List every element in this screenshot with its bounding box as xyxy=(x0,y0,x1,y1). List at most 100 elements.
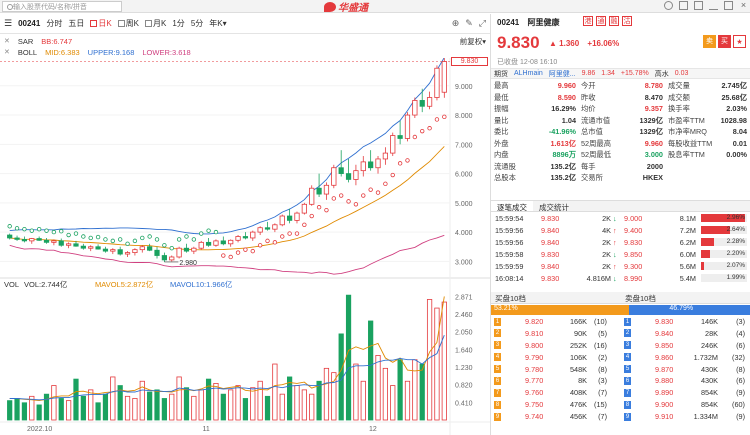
tab-monthly-k[interactable]: 月K xyxy=(145,18,166,29)
sar-dot xyxy=(213,229,219,235)
ask-count: (6) xyxy=(736,340,745,350)
stat-label: 振幅 xyxy=(494,104,509,113)
close-icon[interactable]: ✕ xyxy=(4,49,10,56)
ticker-premium: 0.03 xyxy=(674,70,689,77)
favorite-button[interactable]: ★ xyxy=(733,35,746,48)
futures-ticker[interactable]: 期货 ALHmain 阿里健... 9.86 1.34 +15.78% 高水 0… xyxy=(491,68,750,79)
checkbox-icon xyxy=(117,20,125,27)
candle-body xyxy=(331,167,337,186)
tab-1min[interactable]: 1分 xyxy=(172,19,185,28)
settings-icon[interactable] xyxy=(694,1,703,10)
stats-row: 流通股 135.2亿 每手 2000 xyxy=(491,162,750,174)
sar-dot xyxy=(36,226,42,232)
sar-dot xyxy=(199,231,204,236)
stat-value: 1329亿 xyxy=(639,115,663,125)
orderbook-row: 6 9.770 8K (3) 6 9.880 430K (6) xyxy=(491,375,750,387)
tab-five-day[interactable]: 五日 xyxy=(68,19,85,28)
close-icon[interactable]: ✕ xyxy=(4,38,10,45)
ask-price[interactable]: 9.900 xyxy=(655,400,674,410)
bid-price[interactable]: 9.780 xyxy=(525,364,544,374)
trade-price: 9.840 xyxy=(541,238,560,247)
bid-price[interactable]: 9.760 xyxy=(525,388,544,398)
tab-weekly-k[interactable]: 周K xyxy=(117,18,139,29)
market-status: 已收盘 12-08 16:10 xyxy=(497,59,558,66)
candle-body xyxy=(382,152,388,160)
tab-yearly-k[interactable]: 年K▾ xyxy=(209,19,227,28)
sar-dot xyxy=(140,235,145,241)
candle-body xyxy=(294,212,300,221)
stat-bar: 2.64% xyxy=(701,226,747,234)
maximize-icon[interactable] xyxy=(724,1,733,10)
trade-row: 15:59:59 9.840 2K ↑ 9.300 5.6M 2.07% xyxy=(491,261,750,273)
stat-value: 0.00% xyxy=(726,150,747,159)
ask-level: 1 xyxy=(624,317,631,326)
bid-price[interactable]: 9.790 xyxy=(525,352,544,362)
ask-price[interactable]: 9.880 xyxy=(655,376,674,386)
top-bar: 输入股票代码/名称/拼音 华盛通 × xyxy=(0,0,750,14)
candle-body xyxy=(242,236,249,239)
candle-body xyxy=(169,256,175,261)
close-icon[interactable]: × xyxy=(740,0,747,10)
candle-body xyxy=(102,248,109,252)
fullscreen-icon[interactable]: ⤢ xyxy=(478,18,486,28)
candle-body xyxy=(264,227,271,230)
bid-price[interactable]: 9.800 xyxy=(525,340,544,350)
bid-price[interactable]: 9.820 xyxy=(525,317,544,326)
tab-daily-k[interactable]: 日K xyxy=(90,18,112,29)
candle-body xyxy=(110,249,116,252)
bid-count: (10) xyxy=(594,317,607,326)
draw-icon[interactable]: ✎ xyxy=(465,18,473,28)
kline-chart[interactable]: 9.000 8.000 7.000 6.000 5.000 4.000 3.000 2.871… xyxy=(0,58,490,435)
minimize-icon[interactable] xyxy=(709,1,718,10)
volume-bar xyxy=(250,387,256,421)
candle-body xyxy=(73,243,79,247)
adjust-select[interactable]: 前复权▾ xyxy=(459,36,486,46)
sar-dot xyxy=(162,243,167,248)
tab-bids[interactable]: 买盘10档 xyxy=(495,294,526,303)
sar-dot xyxy=(184,234,189,239)
stat-label: 外盘 xyxy=(494,138,509,148)
stats-row: 量比 1.04 流通市值 1329亿 市盈率TTM 1028.98 xyxy=(491,116,750,128)
ask-price[interactable]: 9.860 xyxy=(655,352,674,362)
ask-price[interactable]: 9.910 xyxy=(655,412,674,422)
crosshair-icon[interactable]: ⊕ xyxy=(451,18,460,28)
sar-dot xyxy=(405,158,410,163)
tab-timeshare[interactable]: 分时 xyxy=(46,19,63,28)
tab-tick-trades[interactable]: 逐笔成交 xyxy=(491,201,533,212)
stock-header: 00241 阿里健康 xyxy=(497,17,559,28)
volume-bar xyxy=(88,389,94,421)
tab-5min[interactable]: 5分 xyxy=(190,19,204,28)
up-arrow-icon: ↑ xyxy=(613,226,617,235)
bid-price[interactable]: 9.810 xyxy=(525,328,544,338)
ask-price[interactable]: 9.870 xyxy=(655,364,674,374)
user-icon[interactable] xyxy=(664,1,673,10)
candle-body xyxy=(139,246,145,251)
stat-label: 每手 xyxy=(581,161,596,171)
ask-price[interactable]: 9.850 xyxy=(655,340,674,350)
message-icon[interactable] xyxy=(679,1,688,10)
ask-price[interactable]: 9.840 xyxy=(655,328,674,338)
bid-price[interactable]: 9.740 xyxy=(525,412,544,422)
mavol10-value: MAVOL10:1.966亿 xyxy=(170,279,233,289)
sell-button[interactable]: 卖 xyxy=(703,35,716,48)
buy-button[interactable]: 买 xyxy=(718,35,731,48)
ask-price[interactable]: 9.830 xyxy=(655,317,674,326)
menu-icon[interactable]: ☰ xyxy=(4,18,13,28)
tab-trade-stats[interactable]: 成交统计 xyxy=(539,203,569,212)
sar-dot xyxy=(383,181,388,187)
price-change: ▲ 1.360 +16.06% xyxy=(549,39,619,48)
search-input[interactable]: 输入股票代码/名称/拼音 xyxy=(2,1,122,12)
ticker-code: ALHmain xyxy=(514,70,543,77)
price-tick-label: 4.000 xyxy=(455,230,473,237)
sar-dot xyxy=(22,226,27,232)
ask-price[interactable]: 9.890 xyxy=(655,388,674,398)
bid-price[interactable]: 9.770 xyxy=(525,376,544,386)
stat-price: 9.830 xyxy=(624,238,643,247)
stat-price: 8.990 xyxy=(624,274,643,283)
bid-count: (3) xyxy=(598,376,607,386)
bid-price[interactable]: 9.750 xyxy=(525,400,544,410)
volume-bar xyxy=(117,385,123,421)
stat-label: 交易所 xyxy=(581,173,603,182)
tab-asks[interactable]: 卖盘10档 xyxy=(625,294,656,303)
stat-label: 52周最高 xyxy=(581,138,612,148)
